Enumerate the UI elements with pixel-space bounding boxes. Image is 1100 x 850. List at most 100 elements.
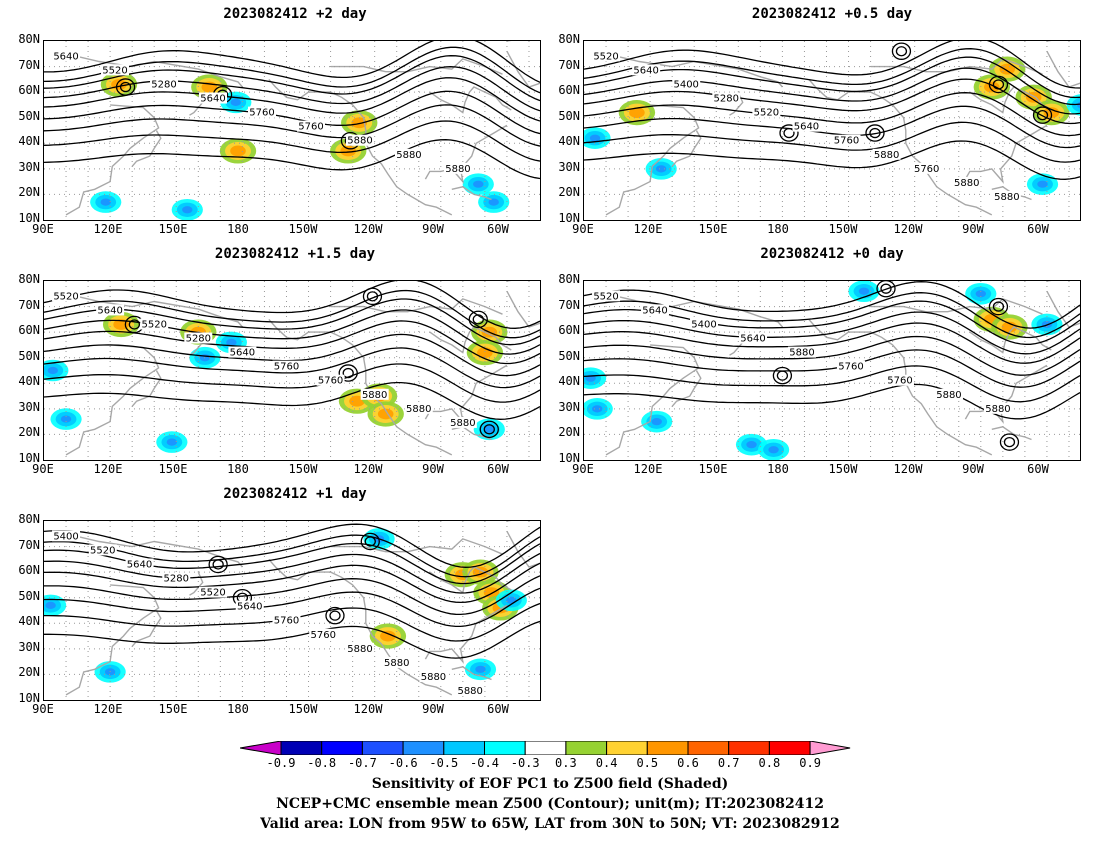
coastline <box>451 666 492 681</box>
lat-tick-label: 70N <box>558 57 580 72</box>
coastline <box>65 293 243 328</box>
contour-label: 5640 <box>237 602 262 613</box>
lat-tick-label: 20N <box>18 185 40 200</box>
contour-label: 5880 <box>450 418 475 429</box>
closed-low-contour <box>342 367 354 379</box>
lon-tick-label: 150W <box>288 702 318 716</box>
lon-tick-label: 90W <box>962 462 984 476</box>
closed-low-contour <box>115 78 136 96</box>
coastline <box>268 558 453 696</box>
contour-label: 5280 <box>714 94 739 105</box>
colorbar-segment <box>728 740 770 756</box>
lon-tick-label: 120W <box>353 702 383 716</box>
z500-contour <box>44 281 540 329</box>
z500-contour <box>44 363 540 403</box>
closed-low-contour <box>362 287 383 306</box>
z500-contour <box>44 320 540 365</box>
lat-tick-label: 60N <box>18 83 40 98</box>
negative-sensitivity-area <box>965 282 997 305</box>
contour-label: 5760 <box>274 362 299 373</box>
closed-low-contour <box>366 291 379 302</box>
map-panel-4: 5400 5520 5640 5280 5520 5640 5760 5760 5880 5880… <box>43 520 541 701</box>
colorbar-segment <box>524 740 567 756</box>
contour-label: 5880 <box>347 136 372 147</box>
lat-tick-label: 30N <box>18 399 40 414</box>
z500-contour <box>44 523 540 568</box>
contour-label: 5880 <box>994 192 1019 203</box>
contour-label: 5880 <box>445 164 470 175</box>
z500-contour <box>44 289 540 339</box>
lat-tick-label: 40N <box>18 134 40 149</box>
lon-tick-label: 180 <box>227 702 249 716</box>
lon-tick-label: 90W <box>422 462 444 476</box>
lat-tick-label: 60N <box>558 83 580 98</box>
closed-low-contour <box>999 433 1020 451</box>
lat-tick-label: 10N <box>558 211 580 225</box>
lon-tick-label: 60W <box>487 702 509 716</box>
contour-label: 5880 <box>874 150 899 161</box>
lat-tick-label: 50N <box>18 588 40 603</box>
contour-label: 5520 <box>53 291 78 302</box>
colorbar-segment <box>606 740 648 756</box>
contour-label: 5760 <box>298 122 323 133</box>
negative-sensitivity-area <box>848 281 880 303</box>
contour-label: 5640 <box>230 348 255 359</box>
z500-contour <box>44 562 540 604</box>
contour-label: 5880 <box>421 672 446 683</box>
lat-tick-label: 20N <box>558 425 580 440</box>
closed-low-contour <box>869 127 881 139</box>
contour-label: 5880 <box>347 644 372 655</box>
contour-label: 5760 <box>914 164 939 175</box>
z500-contour <box>44 333 540 377</box>
colorbar-segment <box>443 740 486 756</box>
closed-low-contour <box>119 81 132 93</box>
contour-label: 5760 <box>834 136 859 147</box>
colorbar-tick-label: -0.4 <box>470 756 499 770</box>
colorbar-tick-label: -0.7 <box>347 756 377 770</box>
colorbar-tick-label: -0.3 <box>510 756 540 770</box>
closed-low-contour <box>988 75 1009 94</box>
coastline <box>429 86 512 114</box>
z500-contour <box>584 92 1080 137</box>
panel-title-2: 2023082412 +1.5 day <box>214 246 376 262</box>
colorbar-svg <box>239 740 851 756</box>
lat-tick-label: 80N <box>18 32 40 46</box>
lat-tick-label: 80N <box>558 32 580 46</box>
closed-low-contour <box>992 79 1005 90</box>
z500-contour <box>44 587 540 628</box>
contour-label: 5400 <box>673 79 698 90</box>
lat-tick-label: 80N <box>18 512 40 526</box>
panel-title-3: 2023082412 +0 day <box>760 246 904 262</box>
z500-contour <box>44 298 540 346</box>
closed-low-contour <box>483 424 495 435</box>
closed-low-contour <box>212 559 224 570</box>
colorbar-segment <box>484 740 526 756</box>
z500-contour <box>584 335 1080 376</box>
coastline <box>1046 281 1080 328</box>
lon-tick-label: 180 <box>227 222 249 236</box>
lon-tick-label: 180 <box>227 462 249 476</box>
lat-tick-label: 20N <box>18 425 40 440</box>
colorbar-tick-label: -0.6 <box>388 756 418 770</box>
map-panel-3: 5520 5640 5400 5640 5880 5760 5760 5880 5880 <box>583 280 1081 461</box>
contour-label: 5520 <box>593 291 618 302</box>
coastline <box>65 533 243 568</box>
colorbar-tick-label: 0.3 <box>555 756 577 770</box>
contour-label: 5520 <box>102 65 127 76</box>
lon-tick-label: 150E <box>698 222 728 236</box>
contour-label: 5880 <box>406 404 431 415</box>
lon-tick-label: 150W <box>828 222 858 236</box>
colorbar-tick-label: 0.8 <box>758 756 781 770</box>
contour-label: 5640 <box>794 122 819 133</box>
coastline <box>131 130 162 167</box>
z500-contour <box>44 620 540 659</box>
colorbar-segment <box>402 740 445 756</box>
lat-tick-label: 70N <box>18 297 40 312</box>
coastline <box>451 186 492 201</box>
negative-sensitivity-area <box>44 359 69 382</box>
contour-label: 5880 <box>936 390 961 401</box>
z500-contour <box>44 139 540 180</box>
lat-tick-label: 20N <box>558 185 580 200</box>
negative-sensitivity-area <box>462 173 494 195</box>
colorbar-segment <box>280 740 323 756</box>
